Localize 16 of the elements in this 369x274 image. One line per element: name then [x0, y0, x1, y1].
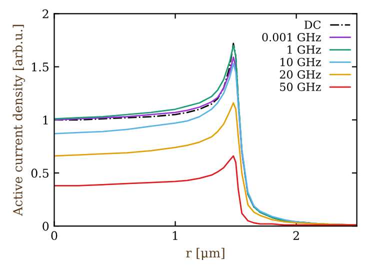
y-tick-label: 0 [42, 222, 49, 231]
legend-label: 10 GHz [280, 58, 321, 66]
y-axis-title: Active current density [arb.u.] [12, 24, 26, 216]
legend-label: 0.001 GHz [262, 32, 321, 42]
legend-label: 1 GHz [288, 45, 321, 54]
x-tick-label: 1 [172, 231, 178, 240]
x-tick-label: 0 [51, 231, 58, 240]
x-tick-label: 2 [293, 231, 299, 240]
y-tick-label: 1.5 [32, 62, 48, 72]
x-axis-title: r [μm] [186, 248, 224, 260]
legend-label: 50 GHz [280, 82, 321, 92]
y-tick-label: 1 [43, 116, 48, 124]
legend-label: 20 GHz [280, 70, 321, 79]
y-tick-label: 0.5 [31, 168, 48, 178]
legend-label: DC [304, 20, 321, 29]
y-tick-label: 2 [42, 9, 48, 18]
